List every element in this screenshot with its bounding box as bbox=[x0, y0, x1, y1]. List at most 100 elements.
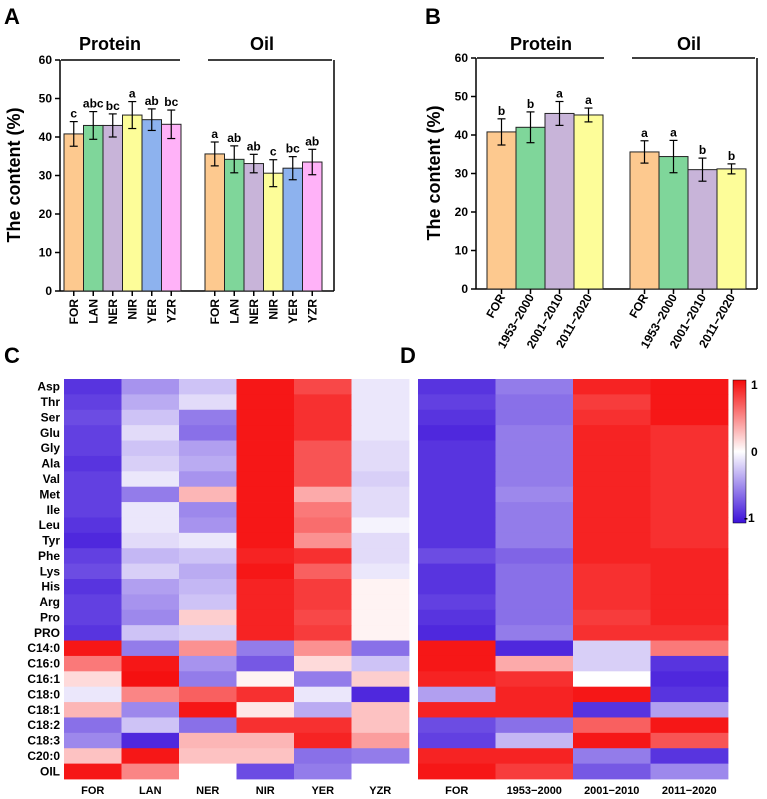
heatmap-cell bbox=[179, 394, 237, 411]
heatmap-row-label: His bbox=[41, 580, 60, 594]
y-tick-label: 30 bbox=[39, 169, 53, 183]
y-tick-label: 20 bbox=[39, 207, 53, 221]
heatmap-cell bbox=[64, 409, 122, 426]
significance-label: ab bbox=[247, 139, 261, 153]
heatmap-cell bbox=[294, 625, 352, 641]
heatmap-cell bbox=[418, 379, 496, 395]
significance-label: b bbox=[728, 149, 735, 163]
heatmap-cell bbox=[351, 655, 410, 672]
heatmap-cell bbox=[418, 440, 496, 457]
heatmap-cell bbox=[121, 532, 180, 549]
heatmap-cell bbox=[121, 763, 180, 780]
heatmap-cell bbox=[121, 609, 180, 626]
heatmap-cell bbox=[294, 655, 352, 672]
y-tick-label: 10 bbox=[39, 246, 53, 260]
heatmap-cell bbox=[121, 394, 180, 411]
heatmap-cell bbox=[179, 548, 237, 565]
significance-label: abc bbox=[83, 97, 104, 111]
x-tick-label: FOR bbox=[483, 291, 508, 320]
heatmap-cell bbox=[121, 502, 180, 518]
heatmap-cell bbox=[418, 455, 496, 472]
heatmap-col-label: YZR bbox=[369, 785, 391, 797]
heatmap-cell bbox=[236, 717, 295, 734]
heatmap-cell bbox=[418, 486, 496, 503]
heatmap-row-label: Ile bbox=[47, 503, 61, 517]
heatmap-row-label: Leu bbox=[39, 518, 60, 532]
significance-label: bc bbox=[164, 95, 178, 109]
heatmap-col-label: 2001−2010 bbox=[584, 785, 639, 797]
heatmap-cell bbox=[650, 717, 729, 734]
heatmap-cell bbox=[650, 625, 729, 641]
heatmap-cell bbox=[418, 594, 496, 611]
x-tick-label: YZR bbox=[305, 299, 319, 323]
heatmap-cell bbox=[650, 671, 729, 688]
heatmap-cell bbox=[351, 502, 410, 518]
group-title-oil-a: Oil bbox=[250, 34, 274, 54]
heatmap-cell bbox=[495, 563, 574, 580]
heatmap-cell bbox=[650, 394, 729, 411]
heatmap-cell bbox=[294, 748, 352, 765]
significance-label: a bbox=[641, 126, 648, 140]
panel-letter-b: B bbox=[425, 4, 441, 29]
heatmap-cell bbox=[495, 394, 574, 411]
bar bbox=[204, 153, 225, 292]
heatmap-cell bbox=[64, 594, 122, 611]
bar bbox=[687, 169, 718, 290]
heatmap-cell bbox=[179, 702, 237, 718]
heatmap-cell bbox=[64, 486, 122, 503]
heatmap-cell bbox=[179, 655, 237, 672]
heatmap-cell bbox=[573, 563, 651, 580]
heatmap-cell bbox=[573, 455, 651, 472]
bar bbox=[302, 161, 323, 292]
y-axis-label-a: The content (%) bbox=[4, 108, 24, 243]
heatmap-cell bbox=[650, 409, 729, 426]
heatmap-cell bbox=[64, 702, 122, 718]
heatmap-cell bbox=[351, 579, 410, 595]
heatmap-cell bbox=[495, 640, 574, 657]
heatmap-cell bbox=[179, 671, 237, 688]
bar-chart-b: The content (%) Protein Oil 0 10 20 30 40 50 6… bbox=[424, 34, 758, 351]
heatmap-cell bbox=[236, 686, 295, 703]
heatmap-cell bbox=[650, 471, 729, 488]
heatmap-cell bbox=[418, 471, 496, 488]
heatmap-cell bbox=[121, 379, 180, 395]
panel-letter-c: C bbox=[4, 343, 20, 368]
x-tick-label: NER bbox=[106, 299, 120, 325]
heatmap-cell bbox=[121, 748, 180, 765]
heatmap-col-label: FOR bbox=[445, 785, 468, 797]
heatmap-cell bbox=[294, 471, 352, 488]
heatmap-cell bbox=[179, 625, 237, 641]
heatmap-cell bbox=[121, 517, 180, 534]
heatmap-cell bbox=[179, 409, 237, 426]
heatmap-cell bbox=[236, 486, 295, 503]
heatmap-cell bbox=[351, 471, 410, 488]
heatmap-cell bbox=[418, 671, 496, 688]
heatmap-cell bbox=[418, 625, 496, 641]
heatmap-cell bbox=[64, 640, 122, 657]
panel-letter-a: A bbox=[4, 4, 20, 29]
significance-label: b bbox=[527, 97, 534, 111]
heatmap-cell bbox=[179, 594, 237, 611]
heatmap-cell bbox=[179, 455, 237, 472]
heatmap-cell bbox=[351, 609, 410, 626]
x-tick-label: LAN bbox=[86, 299, 100, 324]
significance-label: a bbox=[585, 93, 592, 107]
heatmap-cell bbox=[294, 732, 352, 749]
heatmap-row-label: Ser bbox=[41, 410, 61, 424]
heatmap-cell bbox=[418, 732, 496, 749]
heatmap-cell bbox=[418, 640, 496, 657]
heatmap-cell bbox=[179, 379, 237, 395]
heatmap-cell bbox=[179, 579, 237, 595]
heatmap-cell bbox=[121, 671, 180, 688]
heatmap-cell bbox=[64, 517, 122, 534]
heatmap-cell bbox=[351, 440, 410, 457]
heatmap-cell bbox=[650, 655, 729, 672]
heatmap-cell bbox=[418, 686, 496, 703]
significance-label: bc bbox=[286, 142, 300, 156]
heatmap-cell bbox=[294, 486, 352, 503]
heatmap-cell bbox=[64, 686, 122, 703]
heatmap-col-label: NER bbox=[196, 785, 219, 797]
heatmap-cell bbox=[294, 594, 352, 611]
heatmap-cell bbox=[351, 394, 410, 411]
heatmap-cell bbox=[236, 394, 295, 411]
